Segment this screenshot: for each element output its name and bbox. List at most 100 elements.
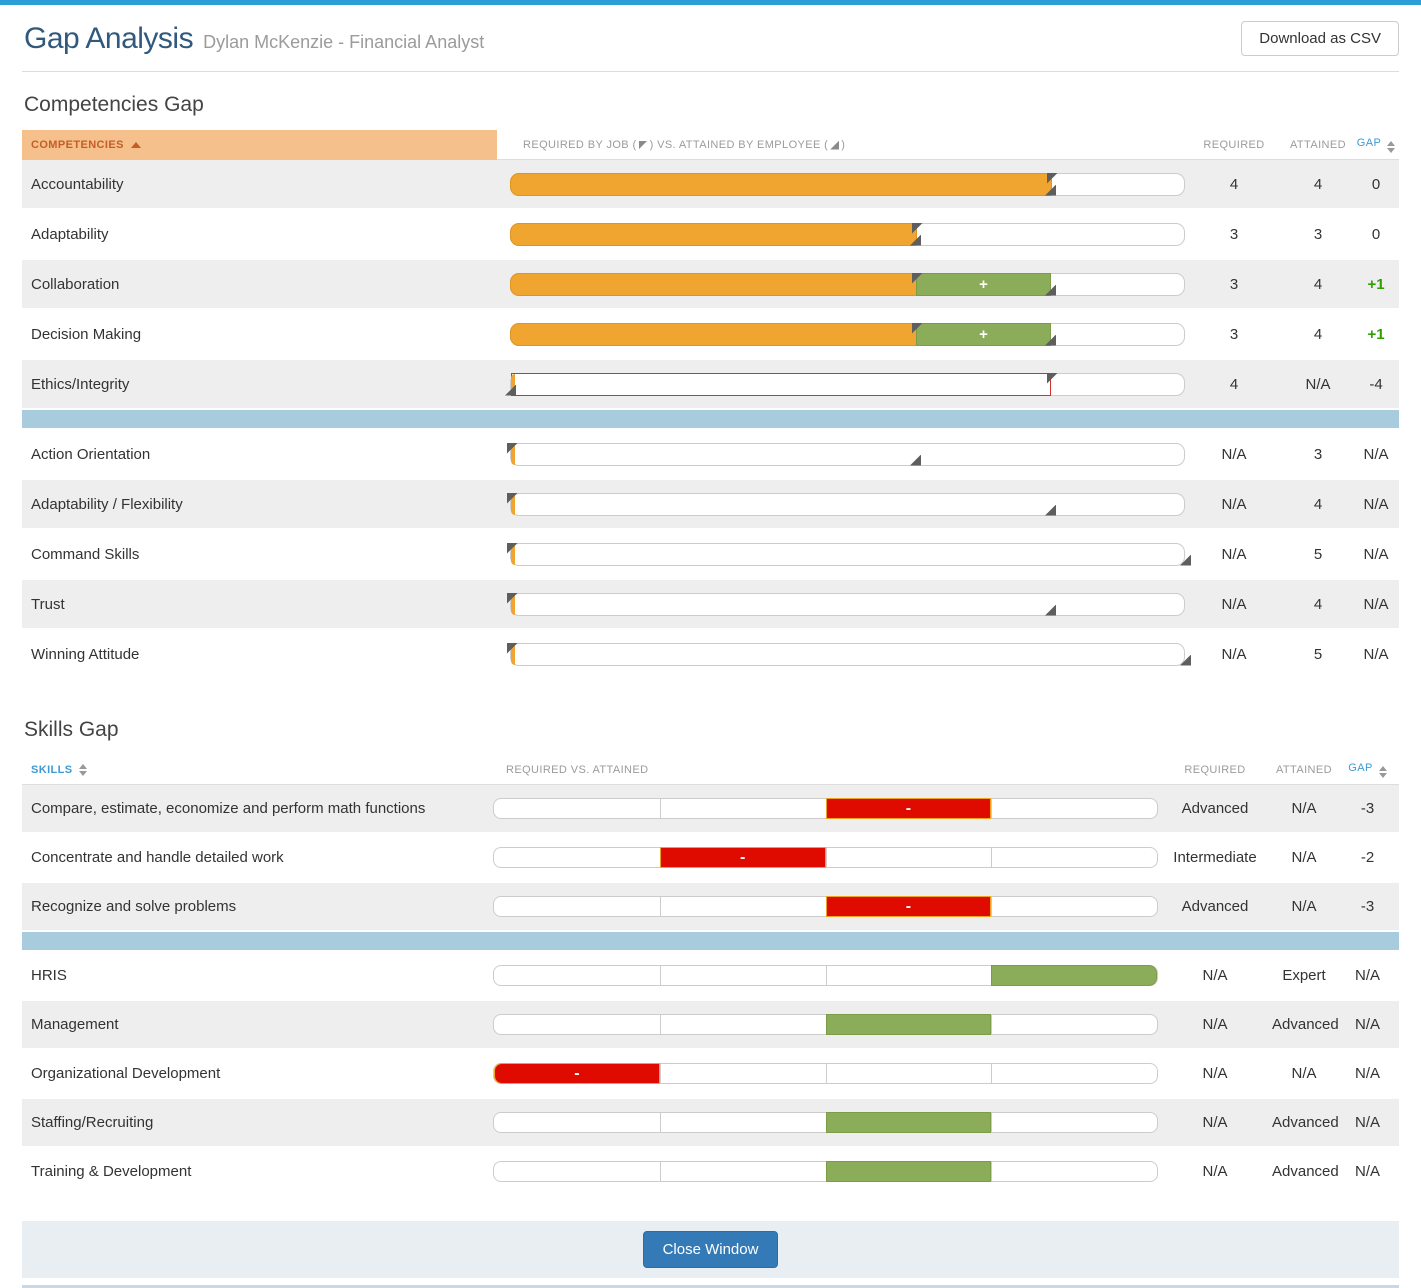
- table-row: Adaptability / Flexibility N/A 4 N/A: [22, 480, 1399, 528]
- surplus-bar-fill: +: [916, 272, 1051, 296]
- attained-flag-icon: [1045, 604, 1056, 616]
- competency-label: Command Skills: [31, 545, 140, 563]
- attained-value: 5: [1313, 545, 1323, 563]
- attained-flag-icon: [1045, 184, 1056, 196]
- required-value: N/A: [1202, 967, 1228, 984]
- group-separator: [22, 932, 1399, 950]
- gap-column-header[interactable]: GAP: [1353, 137, 1399, 153]
- required-bar-fill: [510, 272, 917, 296]
- attained-value: N/A: [1305, 375, 1331, 393]
- level-bar-track: [493, 1112, 1158, 1133]
- attained-value: 3: [1313, 445, 1323, 463]
- deficit-level-block: -: [825, 798, 992, 819]
- level-divider: [659, 897, 661, 916]
- sort-icon: [1378, 765, 1387, 778]
- level-divider: [825, 966, 827, 985]
- surplus-bar-fill: +: [916, 322, 1051, 346]
- attained-value: 4: [1313, 595, 1323, 613]
- level-divider: [659, 1064, 661, 1083]
- competencies-table-body: Accountability 4 4 0 Adaptability 3 3 0 Collabor…: [22, 160, 1399, 678]
- gap-value: -3: [1360, 898, 1375, 915]
- gap-value: N/A: [1363, 445, 1389, 463]
- gap-bar-track: [507, 592, 1185, 616]
- bar-cell: [507, 492, 1185, 516]
- required-column-header: REQUIRED: [1184, 763, 1246, 776]
- required-column-header: REQUIRED: [1203, 139, 1265, 151]
- competency-label: Accountability: [31, 175, 124, 193]
- competencies-section-title: Competencies Gap: [24, 93, 204, 116]
- table-row: Organizational Development - N/A N/A N/A: [22, 1050, 1399, 1097]
- gap-bar-track: [507, 542, 1191, 566]
- required-value: Advanced: [1181, 898, 1249, 915]
- gap-bar-track: [507, 642, 1191, 666]
- attained-flag-icon: [505, 384, 516, 396]
- attained-level-block: [991, 965, 1157, 986]
- level-divider: [991, 1113, 993, 1132]
- skill-label: Staffing/Recruiting: [31, 1114, 154, 1131]
- skills-table-header: SKILLS REQUIRED VS. ATTAINED REQUIRED AT…: [22, 755, 1399, 785]
- bar-cell: +: [510, 322, 1185, 346]
- bar-cell: -: [493, 1063, 1158, 1084]
- required-start-marker: [511, 593, 515, 615]
- required-flag-icon: [638, 140, 648, 150]
- deficit-level-block: -: [494, 1063, 660, 1084]
- competency-label: Winning Attitude: [31, 645, 140, 663]
- required-value: N/A: [1221, 495, 1247, 513]
- required-value: Advanced: [1181, 800, 1249, 817]
- download-csv-button[interactable]: Download as CSV: [1241, 21, 1399, 56]
- skills-section-title: Skills Gap: [24, 718, 119, 741]
- required-flag-icon: [507, 642, 518, 654]
- attained-value: Advanced: [1272, 1114, 1339, 1131]
- bar-cell: -: [493, 798, 1158, 819]
- attained-flag-icon: [1180, 554, 1191, 566]
- attained-flag-icon: [910, 234, 921, 246]
- attained-flag-icon: [1045, 334, 1056, 346]
- required-bar-fill: [510, 222, 917, 246]
- required-value: N/A: [1221, 595, 1247, 613]
- gap-value: N/A: [1363, 545, 1389, 563]
- required-start-marker: [511, 373, 515, 395]
- level-bar-track: -: [493, 896, 1158, 917]
- table-row: Concentrate and handle detailed work - Int…: [22, 834, 1399, 881]
- close-window-button[interactable]: Close Window: [642, 1231, 779, 1268]
- gap-bar-track: +: [510, 322, 1185, 346]
- required-value: N/A: [1202, 1114, 1228, 1131]
- required-value: Intermediate: [1173, 849, 1257, 866]
- attained-value: 4: [1313, 495, 1323, 513]
- competencies-column-header[interactable]: COMPETENCIES: [22, 130, 497, 160]
- skills-column-header[interactable]: SKILLS: [22, 763, 493, 776]
- gap-column-header[interactable]: GAP: [1336, 762, 1399, 778]
- competency-label: Adaptability: [31, 225, 109, 243]
- level-divider: [659, 1113, 661, 1132]
- bars-column-header: REQUIRED BY JOB ( ) VS. ATTAINED BY EMPL…: [523, 139, 846, 151]
- required-value: 4: [1229, 175, 1239, 193]
- attained-value: 4: [1313, 325, 1323, 343]
- attained-level-block: [825, 1112, 992, 1133]
- sort-icon: [1387, 141, 1396, 153]
- deficit-level-block: -: [825, 896, 992, 917]
- attained-flag-icon: [830, 140, 840, 150]
- level-divider: [991, 799, 993, 818]
- required-flag-icon: [507, 542, 518, 554]
- level-bar-track: [493, 1014, 1158, 1035]
- table-row: Ethics/Integrity 4 N/A -4: [22, 360, 1399, 408]
- bar-cell: -: [493, 896, 1158, 917]
- required-flag-icon: [912, 222, 923, 234]
- required-value: N/A: [1202, 1065, 1228, 1082]
- bar-cell: +: [510, 272, 1185, 296]
- bar-cell: [507, 642, 1191, 666]
- sort-asc-icon: [130, 142, 141, 148]
- skills-bars-column-header: REQUIRED VS. ATTAINED: [506, 763, 649, 776]
- required-flag-icon: [507, 442, 518, 454]
- required-start-marker: [511, 543, 515, 565]
- attained-flag-icon: [1180, 654, 1191, 666]
- required-flag-icon: [912, 322, 923, 334]
- attained-value: N/A: [1291, 898, 1317, 915]
- gap-value: +1: [1367, 325, 1385, 343]
- gap-value: N/A: [1363, 495, 1389, 513]
- level-divider: [659, 1162, 661, 1181]
- required-value: N/A: [1221, 545, 1247, 563]
- deficit-outline: [511, 372, 1051, 396]
- level-divider: [991, 1015, 993, 1034]
- required-start-marker: [511, 443, 515, 465]
